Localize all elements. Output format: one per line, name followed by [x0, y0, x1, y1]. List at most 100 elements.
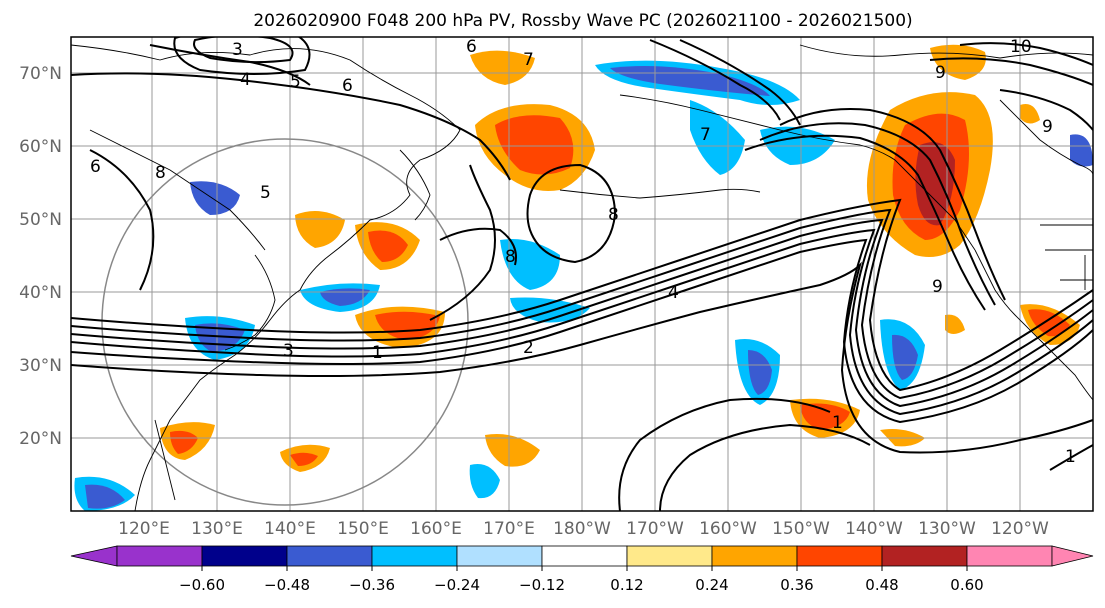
lat-label: 60°N [19, 137, 62, 157]
colorbar-tick-label: 0.60 [950, 576, 983, 594]
colorbar-tick-label: −0.24 [434, 576, 480, 594]
contour-closed-bering [526, 163, 617, 264]
shade-pos-w-pac-core [290, 452, 318, 466]
lat-label: 40°N [19, 283, 62, 303]
contour-label: 6 [342, 76, 353, 96]
us-states [1040, 224, 1093, 290]
contour-jet-2 [71, 208, 1093, 400]
colorbar-bin [456, 545, 543, 567]
contour-ne-arctic-2 [679, 39, 801, 126]
lon-label: 170°W [626, 519, 684, 539]
lat-label: 30°N [19, 356, 62, 376]
map-frame [70, 36, 1094, 512]
contour-label: 3 [232, 40, 243, 60]
contour-label: 3 [283, 341, 294, 361]
contour-jet-5 [71, 238, 1093, 424]
contour-label: 8 [608, 205, 619, 225]
lon-label: 170°E [483, 519, 535, 539]
colorbar-bin [116, 545, 203, 567]
colorbar-bin [541, 545, 628, 567]
contour-west-8 [89, 149, 155, 291]
contour-label: 9 [1042, 117, 1053, 137]
lon-axis: 120°E 130°E 140°E 150°E 160°E 170°E 180°… [118, 519, 1049, 539]
colorbar-bin [201, 545, 288, 567]
shade-neg-kuril-core [320, 288, 370, 306]
coastlines [71, 44, 1093, 511]
shade-pos-baja-core [1028, 309, 1070, 337]
lon-label: 160°E [410, 519, 462, 539]
coast-kamchatka [399, 149, 431, 221]
colorbar-bin [881, 545, 968, 567]
contour-label: 7 [523, 50, 534, 70]
shade-neg-mongolia [190, 181, 240, 215]
shade-pos-s-central [485, 434, 540, 467]
colorbar-tick-label: 0.48 [865, 576, 898, 594]
shade-pos-bering-core [495, 115, 574, 175]
shade-neg-east-pac-core [892, 334, 918, 380]
coast-asia-east [71, 44, 461, 511]
contour-label: 2 [523, 338, 534, 358]
lon-label: 120°E [118, 519, 170, 539]
contour-gulf-ridge [779, 108, 1006, 301]
contour-labels: 3 4 5 6 6 7 10 9 8 8 4 2 1 1 3 5 6 9 8 7… [90, 37, 1076, 467]
contour-arctic-low-4 [173, 37, 311, 75]
colorbar-tick-label: 0.36 [780, 576, 813, 594]
colorbar-tick-label: −0.36 [349, 576, 395, 594]
coast-aleutians [559, 188, 761, 199]
contour-label: 5 [290, 72, 301, 92]
lon-label: 140°E [264, 519, 316, 539]
contour-arctic-low-3 [193, 37, 294, 64]
contour-south [71, 261, 1093, 454]
contour-label: 4 [668, 283, 679, 303]
colorbar-bin [711, 545, 798, 567]
lon-label: 130°W [918, 519, 976, 539]
colorbar-bin [286, 545, 373, 567]
contour-label: 9 [935, 63, 946, 83]
coast-arctic [799, 44, 1093, 59]
lon-label: 130°E [191, 519, 243, 539]
lon-label: 180°W [553, 519, 611, 539]
colorbar [70, 545, 1094, 567]
graticule [71, 37, 1093, 511]
colorbar-tick-label: −0.12 [519, 576, 565, 594]
contour-far-south [618, 397, 831, 511]
contour-jet-3 [71, 218, 1093, 408]
shade-pos-central-core [375, 311, 440, 340]
pv-contours [71, 37, 1093, 511]
contour-ne-10 [959, 42, 1093, 66]
colorbar-ticks [201, 566, 968, 571]
shade-pos-e-30n [945, 314, 965, 334]
lat-label: 50°N [19, 210, 62, 230]
map-panel: 3 4 5 6 6 7 10 9 8 8 4 2 1 1 3 5 6 9 8 7… [71, 37, 1093, 511]
contour-label: 1 [832, 413, 843, 433]
shade-neg-hawaii-core [748, 350, 772, 395]
colorbar-max-arrow [1051, 545, 1094, 567]
contour-label: 9 [932, 277, 943, 297]
contour-label: 4 [240, 70, 251, 90]
shade-pos-subtrop-core [800, 403, 850, 430]
colorbar-tick-label: −0.60 [179, 576, 225, 594]
contour-ne-8 [999, 89, 1093, 131]
shade-neg-sw-core [85, 484, 125, 509]
lat-axis: 70°N 60°N 50°N 40°N 30°N 20°N [19, 64, 62, 449]
contour-1060 [1049, 444, 1093, 471]
contour-label: 10 [1010, 37, 1032, 57]
coast-philippines [154, 419, 176, 501]
coast-china-inner [89, 129, 266, 251]
coast-north-america [974, 249, 1093, 401]
shade-pos-arctic [470, 50, 535, 85]
colorbar-labels: −0.60 −0.48 −0.36 −0.24 −0.12 0.12 0.24 … [179, 576, 984, 594]
lat-label: 70°N [19, 64, 62, 84]
contour-label: 6 [90, 157, 101, 177]
figure-title: 2026020900 F048 200 hPa PV, Rossby Wave … [253, 11, 912, 31]
shade-neg-e-rockies [1070, 134, 1093, 167]
shade-pos-arctic-ne [930, 44, 986, 80]
shade-pos-philippine-core [170, 430, 198, 454]
shade-neg-s-pac [469, 464, 500, 499]
contour-label: 8 [155, 163, 166, 183]
contour-ne-arctic [649, 39, 781, 121]
colorbar-bin [966, 545, 1053, 567]
contour-ne-9 [929, 57, 1093, 86]
